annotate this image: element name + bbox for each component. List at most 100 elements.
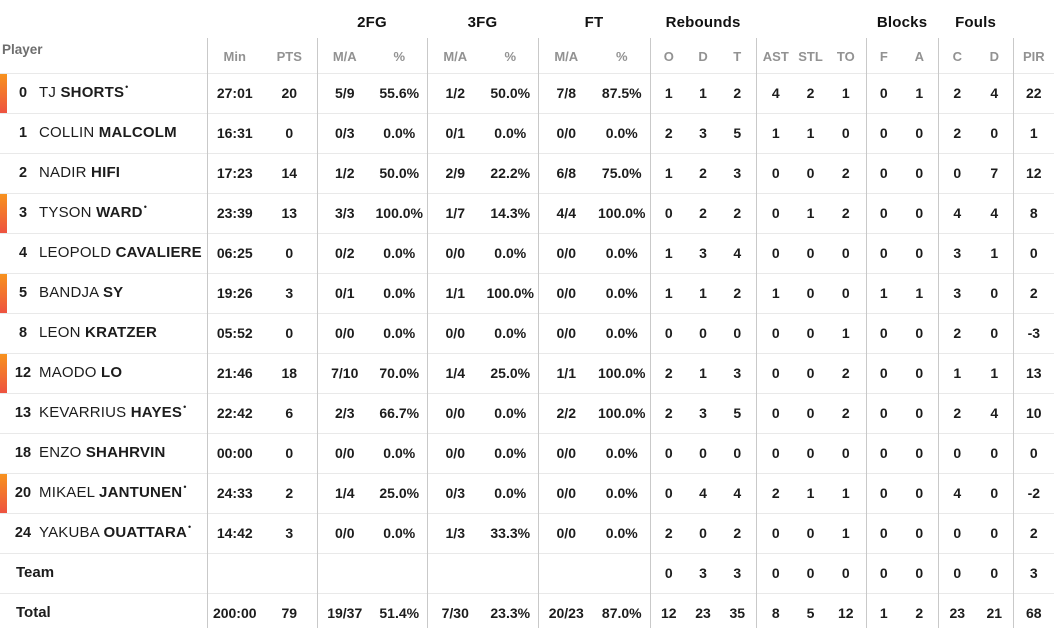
- stat-cell: 4: [719, 472, 757, 513]
- stat-cell: 2: [826, 352, 867, 393]
- player-cell[interactable]: 24 YAKUBA OUATTARA•: [0, 512, 207, 553]
- player-first-name: MIKAEL: [39, 484, 95, 501]
- jersey-number: 3: [18, 205, 28, 221]
- stat-cell: 3: [719, 352, 757, 393]
- player-cell[interactable]: 12 MAODO LO: [0, 352, 207, 393]
- stat-cell: -2: [1012, 472, 1054, 513]
- stat-cell: 0: [865, 112, 902, 153]
- player-name: LEOPOLD CAVALIERE: [39, 244, 202, 261]
- stat-cell: 2: [826, 392, 867, 433]
- stat-cell: 0/0: [426, 312, 483, 353]
- col-ft-pct: %: [615, 48, 628, 64]
- stat-cell: 2: [937, 112, 977, 153]
- player-name: NADIR HIFI: [39, 164, 120, 181]
- stat-cell: 2: [755, 472, 796, 513]
- player-cell[interactable]: 0 TJ SHORTS•: [0, 72, 207, 113]
- stat-cell: 0.0%: [594, 312, 651, 353]
- player-cell[interactable]: 20 MIKAEL JANTUNEN•: [0, 472, 207, 513]
- stat-cell: 22: [1012, 72, 1054, 113]
- player-first-name: YAKUBA: [39, 524, 100, 541]
- stat-cell: 19/37: [316, 592, 372, 628]
- stat-cell: 4/4: [537, 192, 594, 233]
- stat-cell: 20: [262, 72, 317, 113]
- col-reb-o: O: [649, 38, 688, 73]
- stat-cell: 0: [795, 552, 827, 593]
- stat-cell: 3: [719, 552, 757, 593]
- stat-cell: 1: [649, 72, 688, 113]
- stat-cell: 87.0%: [594, 592, 651, 628]
- stat-cell: 3/3: [316, 192, 372, 233]
- stat-cell: 100.0%: [594, 392, 651, 433]
- stat-cell: 0: [755, 552, 796, 593]
- player-row: 2 NADIR HIFI 17:23 14 1/2 50.0% 2/9 22.2% 6/8 75.…: [0, 152, 1054, 193]
- group-spacer: [1013, 0, 1054, 38]
- stat-cell: 0: [865, 392, 902, 433]
- stat-cell: 0: [901, 392, 939, 433]
- stat-cell: 2: [649, 352, 688, 393]
- stat-cell: 25.0%: [483, 352, 538, 393]
- col-foul-d: D: [989, 48, 999, 64]
- stat-cell: 0: [795, 392, 827, 433]
- stat-cell: 50.0%: [372, 152, 427, 193]
- stat-cell: 0: [976, 432, 1014, 473]
- player-cell[interactable]: 18 ENZO SHAHRVIN: [0, 432, 207, 473]
- player-cell[interactable]: 1 COLLIN MALCOLM: [0, 112, 207, 153]
- stat-cell: 23.3%: [483, 592, 538, 628]
- jersey-number: 2: [18, 165, 28, 181]
- stat-cell: 1/2: [316, 152, 372, 193]
- on-court-indicator: [0, 273, 7, 313]
- player-cell[interactable]: 5 BANDJA SY: [0, 272, 207, 313]
- stat-cell: 0: [755, 312, 796, 353]
- stat-cell: 2: [719, 272, 757, 313]
- group-fouls: Fouls: [955, 13, 997, 31]
- stat-cell: 0: [755, 192, 796, 233]
- stat-cell: 2: [937, 72, 977, 113]
- stat-cell: 2: [649, 392, 688, 433]
- stat-cell: 0.0%: [594, 432, 651, 473]
- group-ft: FT: [584, 13, 604, 31]
- stat-cell: 1/4: [426, 352, 483, 393]
- stat-cell: 3: [262, 512, 317, 553]
- stat-cell: 24:33: [206, 472, 262, 513]
- stat-cell: 2: [795, 72, 827, 113]
- stat-cell: 0: [865, 232, 902, 273]
- player-row: 18 ENZO SHAHRVIN 00:00 0 0/0 0.0% 0/0 0.0% 0/0 0.…: [0, 432, 1054, 473]
- stat-cell: 100.0%: [372, 192, 427, 233]
- stat-cell: 1: [687, 352, 720, 393]
- stat-cell: 1/4: [316, 472, 372, 513]
- stat-cell: 1/7: [426, 192, 483, 233]
- player-cell[interactable]: 4 LEOPOLD CAVALIERE: [0, 232, 207, 273]
- col-foul-c: C: [937, 38, 977, 73]
- player-last-name: JANTUNEN: [99, 484, 183, 501]
- player-name: COLLIN MALCOLM: [39, 124, 177, 141]
- stat-cell: 0: [795, 152, 827, 193]
- stat-cell: 1: [826, 312, 867, 353]
- player-row: 12 MAODO LO 21:46 18 7/10 70.0% 1/4 25.0% 1/1 100…: [0, 352, 1054, 393]
- player-first-name: KEVARRIUS: [39, 404, 127, 421]
- stat-cell: 14: [262, 152, 317, 193]
- player-name: MAODO LO: [39, 364, 122, 381]
- stat-cell: 3: [687, 112, 720, 153]
- player-cell[interactable]: 8 LEON KRATZER: [0, 312, 207, 353]
- player-cell[interactable]: 2 NADIR HIFI: [0, 152, 207, 193]
- stat-cell: 0: [865, 552, 902, 593]
- stat-cell: 0/0: [537, 232, 594, 273]
- stat-cell: 2: [649, 112, 688, 153]
- stat-cell: 2: [687, 192, 720, 233]
- stat-cell: [426, 552, 483, 593]
- player-cell[interactable]: 3 TYSON WARD•: [0, 192, 207, 233]
- stat-cell: 1: [649, 152, 688, 193]
- player-cell[interactable]: 13 KEVARRIUS HAYES•: [0, 392, 207, 433]
- stat-cell: 2: [901, 592, 939, 628]
- stat-cell: 3: [719, 152, 757, 193]
- player-row: 20 MIKAEL JANTUNEN• 24:33 2 1/4 25.0% 0/3 0.0% 0…: [0, 472, 1054, 513]
- stat-cell: 66.7%: [372, 392, 427, 433]
- stat-cell: 1: [826, 512, 867, 553]
- jersey-number: 24: [14, 525, 32, 541]
- stat-cell: 0/0: [426, 232, 483, 273]
- stat-cell: 2: [1012, 272, 1054, 313]
- player-last-name: SHORTS: [60, 84, 125, 101]
- stat-cell: 0: [901, 312, 939, 353]
- stat-cell: 0.0%: [483, 392, 538, 433]
